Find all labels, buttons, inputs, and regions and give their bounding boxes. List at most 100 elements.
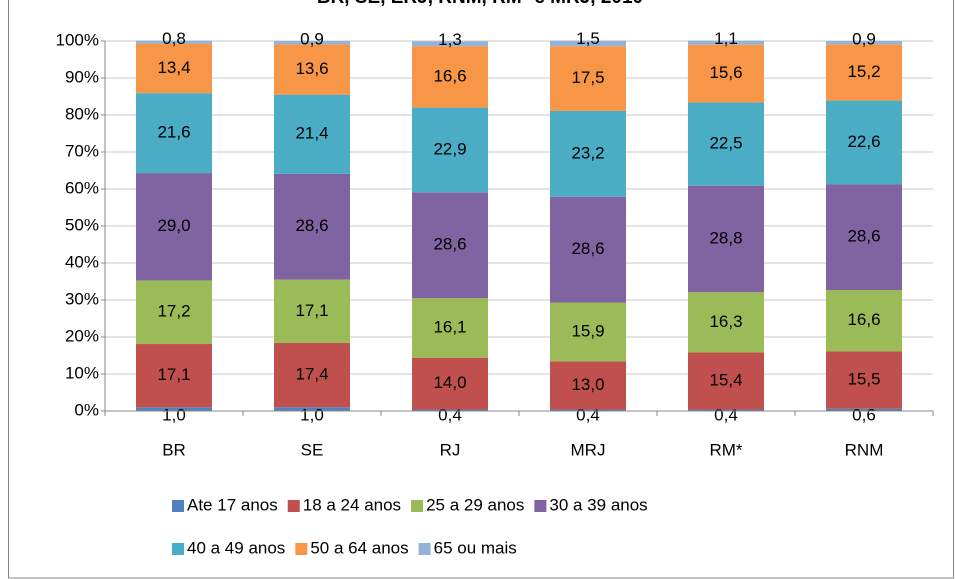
y-tick-label: 10%: [65, 363, 99, 382]
x-tick-label: RJ: [440, 440, 461, 459]
data-label: 28,6: [295, 216, 328, 235]
bar-segment: [688, 40, 764, 45]
legend-label: 50 a 64 anos: [310, 538, 408, 557]
bar-segment: [826, 408, 902, 411]
legend-swatch: [172, 543, 184, 555]
bar-segment: [826, 351, 902, 409]
data-label: 28,6: [571, 239, 604, 258]
bar-segment: [550, 409, 626, 411]
data-label: 0,4: [576, 405, 600, 424]
data-label: 21,4: [295, 124, 328, 143]
y-tick-label: 50%: [65, 215, 99, 234]
y-tick-label: 30%: [65, 289, 99, 308]
bar-segment: [136, 43, 212, 94]
chart-title: BR, SE, ERJ, RNM, RM* e MRJ, 2010: [317, 0, 643, 8]
legend-swatch: [411, 500, 424, 512]
bar-segment: [412, 46, 488, 108]
y-tick-label: 40%: [65, 252, 99, 271]
data-label: 15,2: [847, 62, 880, 81]
data-label: 16,1: [433, 317, 466, 336]
data-label: 28,6: [847, 227, 880, 246]
data-label: 13,6: [295, 59, 328, 78]
legend-label: Ate 17 anos: [187, 495, 278, 514]
bar-segment: [550, 40, 626, 47]
data-label: 16,6: [433, 66, 466, 85]
legend-swatch: [172, 500, 184, 512]
bar-segment: [550, 46, 626, 111]
bar-segment: [688, 292, 764, 353]
legend-label: 25 a 29 anos: [426, 495, 524, 514]
data-label: 1,0: [300, 405, 324, 424]
bar-segment: [688, 409, 764, 411]
bar-segment: [550, 302, 626, 362]
bar-segment: [136, 173, 212, 281]
data-label: 1,3: [438, 30, 462, 49]
bar-segment: [550, 196, 626, 303]
data-label: 15,4: [709, 371, 742, 390]
bar-segment: [274, 94, 350, 174]
data-label: 1,1: [714, 29, 738, 48]
data-label: 0,6: [852, 405, 876, 424]
data-label: 22,9: [433, 139, 466, 158]
data-label: 1,0: [162, 405, 186, 424]
data-label: 13,4: [157, 58, 190, 77]
legend-swatch: [534, 500, 547, 512]
bar-segment: [136, 407, 212, 411]
bar-segment: [412, 357, 488, 410]
data-label: 15,6: [709, 63, 742, 82]
data-label: 16,3: [709, 312, 742, 331]
y-tick-label: 60%: [65, 178, 99, 197]
data-label: 22,6: [847, 132, 880, 151]
bar-segment: [688, 102, 764, 186]
bar-segment: [274, 173, 350, 280]
bar-segment: [136, 280, 212, 345]
bar-segment: [136, 344, 212, 408]
x-tick-label: MRJ: [571, 440, 606, 459]
data-label: 15,5: [847, 370, 880, 389]
bar-segment: [412, 192, 488, 299]
y-tick-label: 70%: [65, 141, 99, 160]
data-label: 13,0: [571, 375, 604, 394]
bar-segment: [274, 44, 350, 95]
bar-segment: [136, 40, 212, 44]
y-tick-label: 20%: [65, 326, 99, 345]
legend-swatch: [418, 543, 431, 555]
bar-segment: [412, 41, 488, 47]
bar-segment: [550, 110, 626, 197]
y-tick-label: 100%: [56, 30, 99, 49]
bar-segment: [550, 361, 626, 410]
bar-segment: [412, 409, 488, 411]
data-label: 0,9: [300, 29, 324, 48]
data-label: 14,0: [433, 373, 466, 392]
bar-segment: [688, 44, 764, 103]
y-tick-label: 90%: [65, 67, 99, 86]
x-tick-label: BR: [162, 440, 186, 459]
data-label: 0,9: [852, 29, 876, 48]
data-label: 1,5: [576, 29, 600, 48]
data-label: 0,8: [162, 29, 186, 48]
x-tick-label: RM*: [709, 440, 742, 459]
data-label: 21,6: [157, 123, 190, 142]
data-label: 0,4: [714, 405, 738, 424]
legend-label: 18 a 24 anos: [303, 495, 401, 514]
x-tick-label: RNM: [845, 440, 884, 459]
data-label: 15,9: [571, 321, 604, 340]
bar-segment: [412, 298, 488, 358]
data-label: 28,8: [709, 228, 742, 247]
bar-segment: [274, 342, 350, 408]
data-label: 0,4: [438, 405, 462, 424]
data-label: 22,5: [709, 134, 742, 153]
legend-label: 40 a 49 anos: [187, 538, 285, 557]
legend-swatch: [287, 500, 300, 512]
data-label: 17,2: [157, 302, 190, 321]
y-tick-label: 80%: [65, 104, 99, 123]
bar-segment: [274, 407, 350, 411]
legend-label: 65 ou mais: [434, 538, 517, 557]
data-label: 17,1: [295, 301, 328, 320]
bar-segment: [688, 185, 764, 293]
bar-segment: [826, 41, 902, 45]
x-tick-label: SE: [301, 440, 324, 459]
data-label: 16,6: [847, 310, 880, 329]
data-label: 29,0: [157, 216, 190, 235]
data-label: 17,4: [295, 365, 328, 384]
